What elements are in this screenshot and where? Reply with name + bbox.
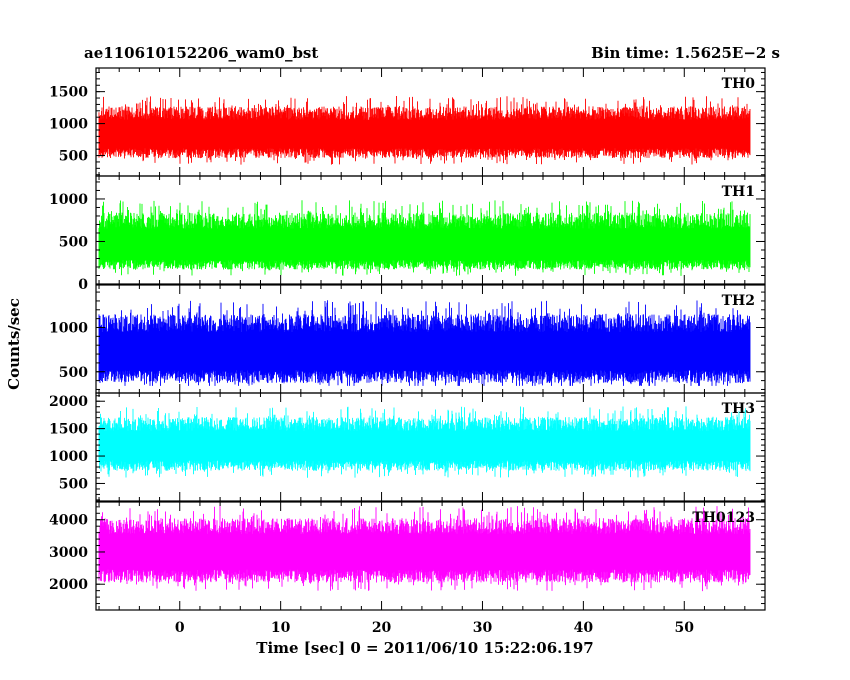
y-tick-label: 2000 bbox=[49, 394, 88, 410]
y-tick-label: 1000 bbox=[49, 117, 88, 133]
x-tick-label: 40 bbox=[574, 620, 594, 636]
panel-label-th2: TH2 bbox=[722, 293, 755, 309]
y-tick-label: 1500 bbox=[49, 85, 88, 101]
x-tick-label: 50 bbox=[675, 620, 695, 636]
bin-time-label: Bin time: 1.5625E−2 s bbox=[591, 44, 780, 62]
series-th1 bbox=[98, 200, 751, 276]
y-tick-label: 500 bbox=[59, 365, 88, 381]
y-tick-label: 4000 bbox=[49, 513, 88, 529]
y-tick-label: 1000 bbox=[49, 449, 88, 465]
x-axis-label: Time [sec] 0 = 2011/06/10 15:22:06.197 bbox=[0, 639, 850, 657]
x-axis-label-text: Time [sec] 0 = 2011/06/10 15:22:06.197 bbox=[256, 639, 594, 657]
y-tick-label: 500 bbox=[59, 476, 88, 492]
panel-frame-th1 bbox=[95, 175, 766, 285]
panel-label-th1: TH1 bbox=[722, 184, 755, 200]
y-tick-label: 500 bbox=[59, 234, 88, 250]
panel-label-th3: TH3 bbox=[722, 401, 755, 417]
panel-label-th0: TH0 bbox=[722, 76, 756, 92]
y-tick-label: 1000 bbox=[49, 320, 88, 336]
y-tick-label: 1000 bbox=[49, 192, 88, 208]
y-tick-label: 3000 bbox=[49, 545, 88, 561]
series-th2 bbox=[98, 300, 751, 386]
panel-label-th0123: TH0123 bbox=[692, 510, 755, 526]
chart-title: ae110610152206_wam0_bst bbox=[84, 44, 319, 62]
y-tick-label: 1500 bbox=[49, 422, 88, 438]
series-th0 bbox=[98, 96, 751, 165]
x-tick-label: 20 bbox=[372, 620, 392, 636]
y-axis-label: Counts/sec bbox=[5, 298, 23, 390]
x-tick-label: 30 bbox=[473, 620, 493, 636]
panel-frame-th3 bbox=[95, 392, 766, 502]
x-tick-label: 10 bbox=[271, 620, 291, 636]
y-tick-label: 0 bbox=[78, 277, 88, 293]
y-tick-label: 2000 bbox=[49, 577, 88, 593]
series-th3 bbox=[98, 406, 751, 478]
x-tick-label: 0 bbox=[175, 620, 185, 636]
y-tick-label: 500 bbox=[59, 149, 88, 165]
panel-frame-th0123 bbox=[95, 501, 766, 611]
series-th0123 bbox=[98, 506, 751, 592]
